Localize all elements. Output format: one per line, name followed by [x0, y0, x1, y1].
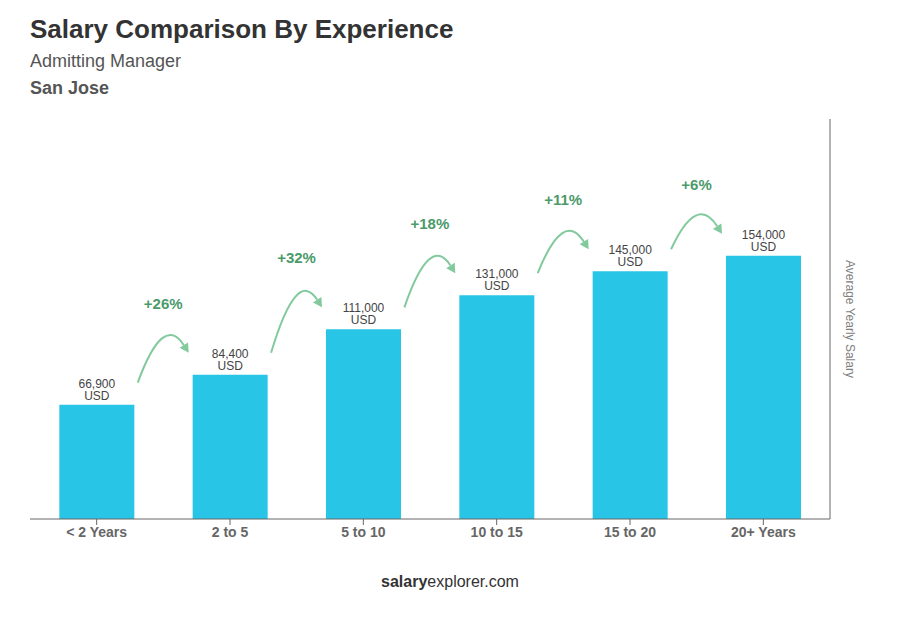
- svg-text:2 to 5: 2 to 5: [212, 524, 249, 540]
- svg-text:+6%: +6%: [681, 176, 711, 193]
- svg-text:66,900USD: 66,900USD: [78, 377, 115, 403]
- svg-text:5 to 10: 5 to 10: [341, 524, 386, 540]
- html-text:Salary Comparison By Experienc: Salary Comparison By Experience: [30, 14, 454, 44]
- svg-text:111,000USD: 111,000USD: [343, 301, 385, 327]
- svg-text:15 to 20: 15 to 20: [604, 524, 656, 540]
- svg-text:+32%: +32%: [277, 249, 316, 266]
- svg-text:145,000USD: 145,000USD: [608, 243, 652, 269]
- html-text:San Jose: San Jose: [30, 78, 109, 98]
- svg-text:10 to 15: 10 to 15: [471, 524, 523, 540]
- svg-text:+18%: +18%: [410, 215, 449, 232]
- svg-text:+26%: +26%: [144, 295, 183, 312]
- svg-text:84,400USD: 84,400USD: [212, 347, 249, 373]
- svg-text:< 2 Years: < 2 Years: [66, 524, 127, 540]
- svg-text:Average Yearly Salary: Average Yearly Salary: [843, 260, 857, 378]
- html-text:salary explorer.com: salary explorer.com: [381, 573, 519, 590]
- svg-text:+11%: +11%: [544, 191, 582, 208]
- svg-text:154,000USD: 154,000USD: [742, 228, 786, 254]
- svg-text:20+ Years: 20+ Years: [731, 524, 796, 540]
- html-text:Admitting Manager: Admitting Manager: [30, 51, 182, 71]
- svg-text:131,000USD: 131,000USD: [475, 267, 519, 293]
